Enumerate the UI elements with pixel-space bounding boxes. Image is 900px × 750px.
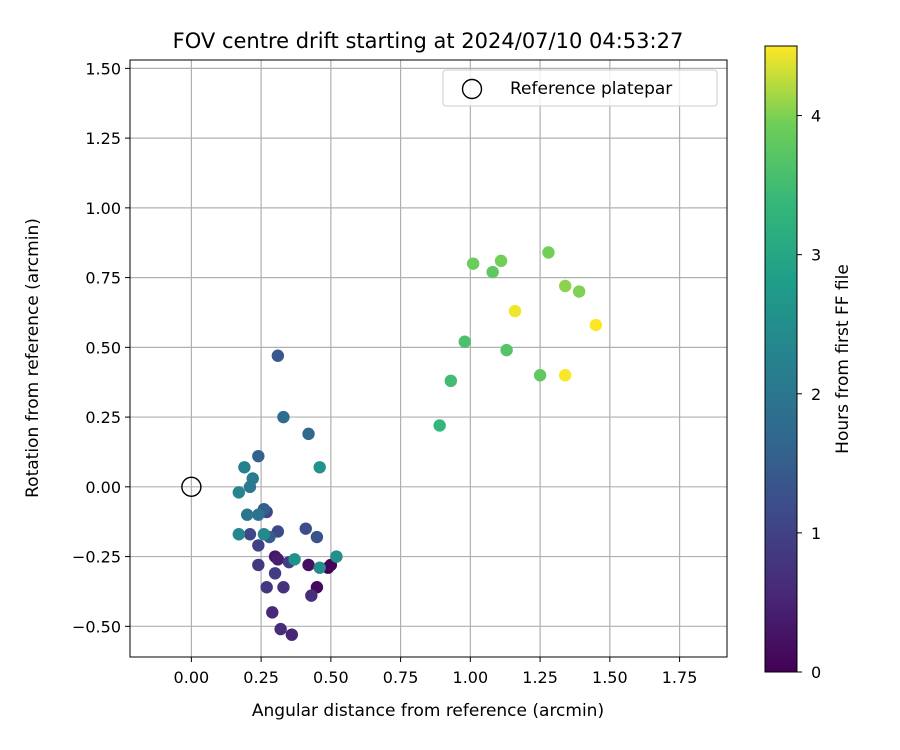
colorbar-gradient bbox=[764, 45, 798, 673]
y-tick-label: −0.25 bbox=[72, 548, 121, 567]
data-point bbox=[232, 528, 245, 541]
y-tick-label: 0.00 bbox=[85, 478, 121, 497]
data-point bbox=[252, 539, 265, 552]
y-tick-label: 0.50 bbox=[85, 338, 121, 357]
colorbar-ticks: 0 1 2 3 4 bbox=[797, 107, 821, 682]
data-point bbox=[500, 343, 513, 357]
data-point bbox=[232, 486, 245, 499]
colorbar-tick-label: 2 bbox=[811, 385, 821, 404]
data-point bbox=[302, 558, 315, 572]
data-point bbox=[240, 508, 254, 521]
data-point bbox=[252, 508, 265, 521]
data-point bbox=[330, 550, 343, 563]
data-point bbox=[260, 581, 273, 594]
data-point bbox=[313, 561, 326, 574]
colorbar: 0 1 2 3 4 Hours from first FF file bbox=[764, 45, 853, 682]
plot-frame bbox=[129, 59, 728, 658]
data-point bbox=[238, 461, 251, 474]
data-point bbox=[433, 419, 446, 432]
x-tick-label: 1.50 bbox=[592, 668, 628, 687]
y-tick-label: 1.25 bbox=[85, 129, 121, 148]
colorbar-label: Hours from first FF file bbox=[833, 264, 853, 454]
data-point bbox=[285, 628, 299, 641]
y-tick-label: −0.50 bbox=[72, 617, 121, 636]
data-points bbox=[181, 246, 603, 641]
data-point bbox=[268, 567, 282, 580]
colorbar-tick-label: 1 bbox=[811, 524, 821, 543]
data-point bbox=[302, 427, 315, 441]
chart-title: FOV centre drift starting at 2024/07/10 … bbox=[173, 29, 684, 53]
x-tick-label: 0.25 bbox=[243, 668, 279, 687]
colorbar-tick-label: 0 bbox=[811, 663, 821, 682]
data-point bbox=[252, 558, 265, 572]
data-point bbox=[288, 553, 301, 566]
legend-box bbox=[442, 69, 718, 107]
y-axis-ticks: −0.50 −0.25 0.00 0.25 0.50 0.75 1.00 1.25 1.50 bbox=[72, 59, 130, 636]
x-tick-label: 0.00 bbox=[174, 668, 210, 687]
x-tick-label: 1.25 bbox=[522, 668, 558, 687]
data-point bbox=[558, 369, 572, 382]
data-point bbox=[310, 530, 324, 544]
data-point bbox=[494, 254, 508, 268]
data-point bbox=[277, 581, 290, 594]
reference-platepar-marker bbox=[181, 476, 202, 498]
data-point bbox=[533, 369, 547, 382]
colorbar-tick-label: 4 bbox=[811, 107, 821, 126]
x-tick-label: 0.50 bbox=[313, 668, 349, 687]
data-point bbox=[458, 335, 471, 348]
data-point bbox=[257, 528, 271, 541]
legend: Reference platepar bbox=[442, 69, 718, 107]
data-point bbox=[271, 349, 285, 362]
data-point bbox=[274, 622, 287, 636]
data-point bbox=[305, 589, 318, 602]
data-point bbox=[313, 461, 326, 474]
legend-entry: Reference platepar bbox=[510, 79, 672, 99]
y-tick-label: 0.75 bbox=[85, 269, 121, 288]
x-tick-label: 1.75 bbox=[662, 668, 698, 687]
x-tick-label: 0.75 bbox=[383, 668, 419, 687]
data-point bbox=[299, 522, 312, 535]
data-point bbox=[246, 472, 259, 485]
data-point bbox=[252, 449, 265, 463]
data-point bbox=[243, 528, 257, 541]
data-point bbox=[558, 279, 572, 293]
data-point bbox=[589, 318, 603, 332]
y-tick-label: 0.25 bbox=[85, 408, 121, 427]
data-point bbox=[466, 257, 480, 270]
y-tick-label: 1.00 bbox=[85, 199, 121, 218]
legend-reference-marker bbox=[461, 78, 483, 100]
x-axis-ticks: 0.00 0.25 0.50 0.75 1.00 1.25 1.50 1.75 bbox=[174, 657, 698, 687]
data-point bbox=[271, 553, 285, 566]
x-axis-label: Angular distance from reference (arcmin) bbox=[252, 701, 604, 721]
data-point bbox=[542, 246, 555, 259]
data-point bbox=[572, 285, 586, 298]
data-point bbox=[277, 410, 290, 424]
data-point bbox=[444, 374, 458, 388]
y-tick-label: 1.50 bbox=[85, 59, 121, 78]
colorbar-tick-label: 3 bbox=[811, 246, 821, 265]
y-axis-label: Rotation from reference (arcmin) bbox=[23, 218, 43, 498]
data-point bbox=[508, 304, 522, 318]
data-point bbox=[266, 606, 279, 619]
grid-lines bbox=[130, 60, 727, 657]
x-tick-label: 1.00 bbox=[453, 668, 489, 687]
data-point bbox=[486, 265, 499, 279]
